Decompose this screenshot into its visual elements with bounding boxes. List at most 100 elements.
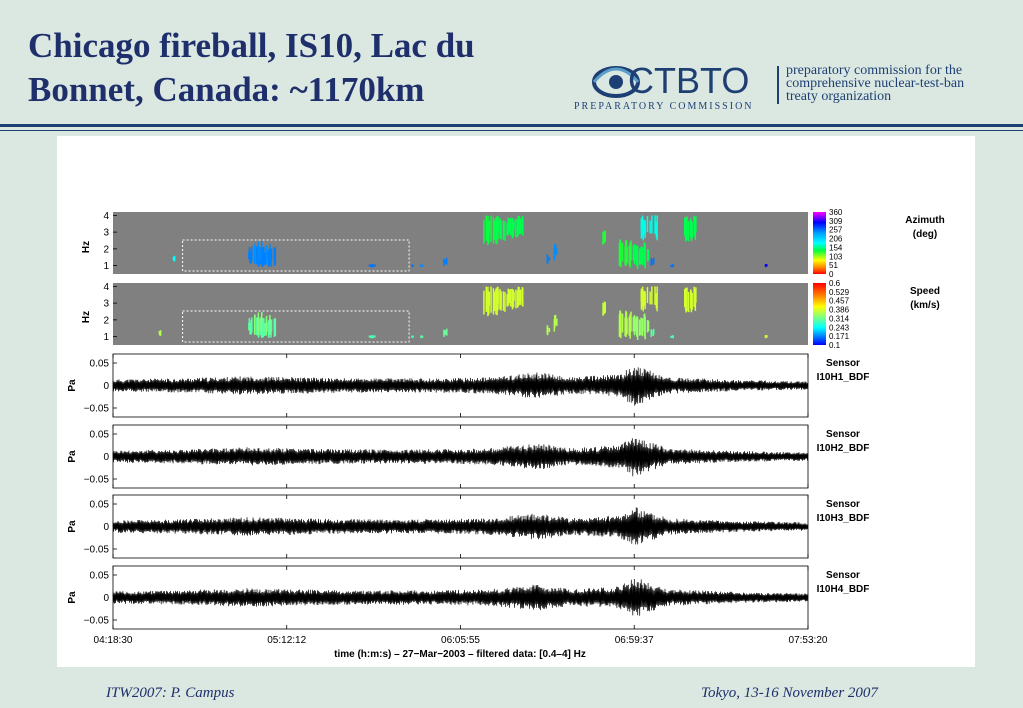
speed-detection-cell: [638, 319, 641, 336]
waveform-trace: [112, 578, 809, 616]
waveform-ylabel: Pa: [67, 520, 78, 533]
waveform-trace: [112, 438, 809, 477]
speed-detection-cell: [629, 313, 631, 339]
logo-subtitle: PREPARATORY COMMISSION: [574, 101, 754, 112]
azimuth-detection-cell: [653, 257, 655, 264]
speed-detection-cell: [446, 328, 448, 336]
azimuth-detection: [371, 264, 376, 268]
speed-detection-cell: [554, 314, 557, 326]
speed-colorbar-tick: 0.6: [829, 279, 841, 288]
azimuth-detection-cell: [643, 242, 645, 261]
azimuth-detection-cell: [516, 219, 519, 237]
speed-detection-cell: [411, 335, 413, 338]
azimuth-detection-cell: [546, 255, 549, 265]
azimuth-detection: [172, 255, 176, 262]
waveform-ytick-label: 0.05: [90, 430, 110, 441]
azimuth-colorbar-tick: 154: [829, 243, 843, 252]
azimuth-detection-cell: [483, 219, 485, 244]
speed-detection-cell: [443, 329, 445, 337]
azimuth-detection-cell: [690, 220, 693, 242]
speed-detection-cell: [516, 290, 519, 308]
azimuth-ytick-label: 3: [103, 228, 109, 239]
speed-spectrogram: Hz 1 2 3 4 0.60.5290.4570.3860.3140.2430.17…: [81, 279, 940, 350]
speed-detection-cell: [269, 318, 271, 329]
waveform-ylabel: Pa: [67, 450, 78, 463]
sensor-name: I10H2_BDF: [817, 443, 870, 454]
azimuth-colorbar-label-line2: (deg): [913, 229, 937, 240]
speed-detection-cell: [250, 320, 252, 335]
azimuth-detection-cell: [504, 221, 506, 241]
speed-detection-cell: [636, 316, 639, 340]
azimuth-detection-cell: [269, 247, 271, 258]
logo-description-line: preparatory commission for the: [786, 63, 963, 78]
speed-colorbar-tick: 0.243: [829, 323, 850, 332]
azimuth-detection-cell: [253, 245, 256, 264]
speed-detection-cell: [690, 291, 693, 313]
speed-detection-cell: [672, 335, 674, 339]
azimuth-detection-cell: [250, 249, 252, 264]
azimuth-detection-cell: [274, 247, 277, 266]
speed-detection-cell: [647, 320, 650, 332]
ctbto-emblem-icon: [592, 66, 640, 98]
speed-detection-cell: [641, 286, 644, 307]
speed-detection-cell: [369, 335, 372, 339]
speed-plot-area: [113, 283, 808, 345]
azimuth-detection-cell: [693, 215, 695, 236]
xtick-label: 05:12:12: [267, 635, 306, 646]
speed-detection-cell: [496, 287, 498, 311]
x-axis-label: time (h:m:s) – 27−Mar−2003 – filtered da…: [334, 649, 586, 660]
speed-detection-cell: [602, 302, 604, 316]
azimuth-ylabel: Hz: [81, 241, 92, 253]
azimuth-detection-cell: [695, 216, 697, 232]
footer-left: ITW2007: P. Campus: [106, 685, 235, 701]
speed-detection-cell: [483, 290, 485, 315]
azimuth-detection-cell: [369, 264, 372, 268]
speed-detection: [632, 313, 650, 340]
sensor-name: I10H3_BDF: [817, 513, 870, 524]
azimuth-detection-cell: [635, 246, 637, 261]
azimuth-detection-cell: [644, 220, 646, 235]
speed-detection-cell: [495, 288, 497, 308]
speed-detection: [684, 286, 697, 313]
speed-detection-cell: [445, 329, 447, 336]
azimuth-detection-cell: [446, 257, 448, 265]
speed-detection-cell: [548, 328, 551, 333]
azimuth-detection-cell: [629, 242, 631, 268]
azimuth-detection-cell: [649, 220, 651, 234]
azimuth-ytick-label: 1: [103, 261, 109, 272]
speed-detection: [670, 335, 674, 339]
xtick-label: 07:53:20: [789, 635, 828, 646]
speed-detection-cell: [651, 286, 653, 305]
azimuth-detection-cell: [619, 239, 622, 265]
xtick-label: 06:05:55: [441, 635, 480, 646]
speed-detection-cell: [487, 286, 489, 317]
azimuth-detection-cell: [640, 246, 642, 265]
waveform-ytick-label: 0: [103, 522, 109, 533]
speed-detection-cell: [515, 289, 517, 309]
speed-detection-cell: [370, 335, 373, 338]
speed-detection-cell: [640, 317, 642, 336]
azimuth-detection-cell: [488, 220, 491, 235]
azimuth-detection-cell: [511, 217, 514, 239]
azimuth-detection: [650, 257, 655, 266]
header-rule: [0, 124, 1023, 127]
azimuth-detection-cell: [766, 264, 768, 267]
azimuth-detection-cell: [273, 248, 276, 261]
sensor-name: I10H1_BDF: [817, 372, 870, 383]
speed-detection-cell: [636, 316, 638, 337]
waveform-ytick-label: 0.05: [90, 500, 110, 511]
azimuth-detection-cell: [268, 249, 270, 267]
azimuth-detection-cell: [500, 219, 502, 237]
speed-colorbar-tick: 0.457: [829, 297, 850, 306]
speed-detection-cell: [490, 286, 492, 313]
speed-detection: [764, 335, 768, 339]
speed-detection-cell: [630, 311, 632, 332]
speed-detection-cell: [412, 335, 414, 338]
waveform-ytick-label: 0: [103, 381, 109, 392]
sensor-label: Sensor: [826, 358, 860, 369]
azimuth-detection-cell: [368, 264, 371, 267]
azimuth-detection-cell: [654, 215, 656, 234]
speed-detection-cell: [766, 335, 768, 338]
azimuth-detection-cell: [506, 223, 508, 236]
